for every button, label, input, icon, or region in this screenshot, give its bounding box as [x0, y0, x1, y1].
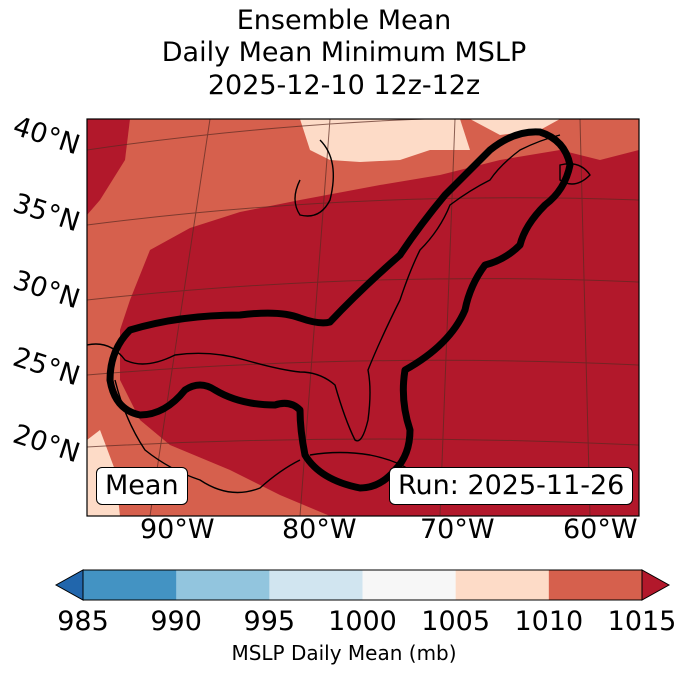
pressure-field-1005-north — [300, 119, 470, 162]
lon-label-80w: 80°W — [282, 514, 357, 545]
colorbar-extend-high — [641, 569, 671, 601]
colorbar-tick-label: 1015 — [607, 606, 677, 637]
colorbar-tick-label: 995 — [243, 606, 296, 637]
colorbar-segment — [362, 570, 457, 600]
mean-contour — [106, 128, 574, 492]
title-line-2: Daily Mean Minimum MSLP — [161, 37, 527, 68]
pressure-field-1005-north-east — [470, 119, 560, 135]
lon-label-90w: 90°W — [140, 514, 215, 545]
lon-label-70w: 70°W — [420, 514, 495, 545]
colorbar-segment — [83, 570, 177, 600]
colorbar-segment — [548, 570, 643, 600]
colorbar-segment — [176, 570, 270, 600]
lon-label-60w: 60°W — [563, 514, 638, 545]
title-line-1: Ensemble Mean — [236, 5, 452, 36]
mean-box: Mean — [96, 467, 188, 505]
colorbar-tick-label: 1010 — [514, 606, 584, 637]
colorbar-label: MSLP Daily Mean (mb) — [231, 641, 457, 665]
colorbar-tick-label: 990 — [150, 606, 202, 637]
pressure-field-1015 — [120, 150, 639, 516]
run-box: Run: 2025-11-26 — [389, 467, 634, 505]
title-line-3: 2025-12-10 12z-12z — [207, 70, 481, 101]
colorbar-segment — [455, 570, 550, 600]
colorbar-extend-low — [54, 569, 84, 601]
colorbar-tick-label: 985 — [57, 606, 109, 637]
map-frame — [86, 118, 640, 517]
colorbar-tick-label: 1005 — [421, 606, 491, 637]
colorbar-tick-label: 1000 — [328, 606, 397, 637]
colorbar-frame — [82, 569, 643, 601]
pressure-field-1015-northwest — [87, 119, 130, 215]
colorbar-segment — [269, 570, 363, 600]
